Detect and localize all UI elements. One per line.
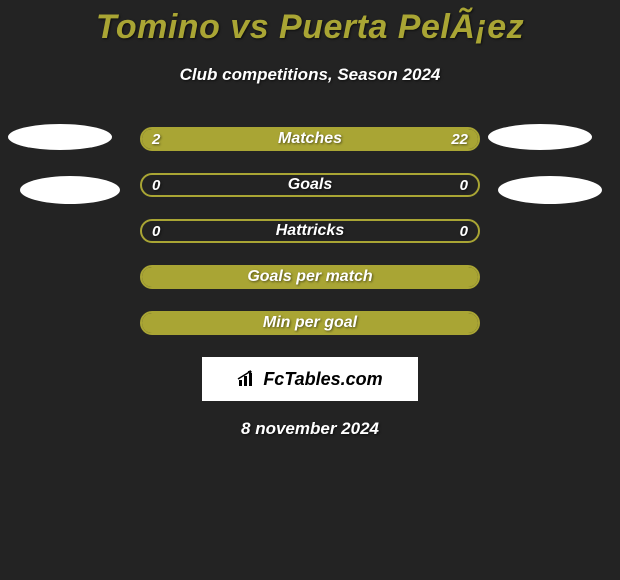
bar-chart-icon xyxy=(237,370,259,388)
stat-row: Min per goal xyxy=(0,311,620,335)
stat-label: Goals xyxy=(288,176,332,194)
team-ellipse xyxy=(20,176,120,204)
stat-value-right: 0 xyxy=(460,177,468,194)
stats-area: 222Matches00Goals00HattricksGoals per ma… xyxy=(0,127,620,335)
team-ellipse xyxy=(498,176,602,204)
team-ellipse xyxy=(8,124,112,150)
stat-row: 0 0 Hattricks xyxy=(0,219,620,243)
stat-bar: Goals per match xyxy=(140,265,480,289)
stat-value-left: 0 xyxy=(152,177,160,194)
brand-logo: FcTables.com xyxy=(237,369,382,390)
brand-logo-box: FcTables.com xyxy=(202,357,418,401)
stat-value-right: 0 xyxy=(460,223,468,240)
stat-value-right: 22 xyxy=(451,131,468,148)
stat-bar: 222Matches xyxy=(140,127,480,151)
stat-bar: 0 0 Hattricks xyxy=(140,219,480,243)
stat-label: Matches xyxy=(278,130,342,148)
stat-label: Goals per match xyxy=(247,268,372,286)
stat-value-left: 2 xyxy=(152,131,160,148)
stat-label: Min per goal xyxy=(263,314,357,332)
page-subtitle: Club competitions, Season 2024 xyxy=(0,65,620,85)
stat-value-left: 0 xyxy=(152,223,160,240)
date-text: 8 november 2024 xyxy=(0,419,620,439)
stat-label: Hattricks xyxy=(276,222,344,240)
stat-bar: 0 0 Goals xyxy=(140,173,480,197)
stat-row: Goals per match xyxy=(0,265,620,289)
brand-text: FcTables.com xyxy=(263,369,382,390)
team-ellipse xyxy=(488,124,592,150)
page-title: Tomino vs Puerta PelÃ¡ez xyxy=(0,0,620,47)
stat-bar: Min per goal xyxy=(140,311,480,335)
